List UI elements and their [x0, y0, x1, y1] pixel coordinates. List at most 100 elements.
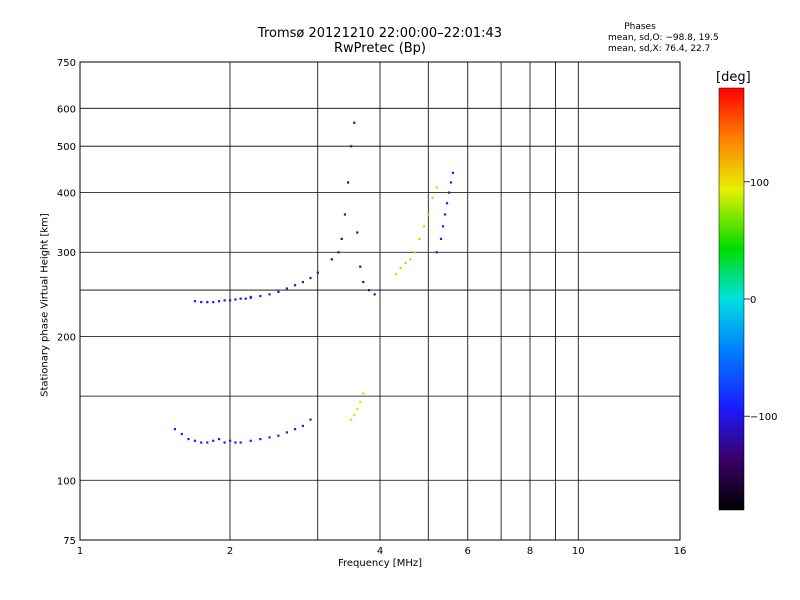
data-point [206, 301, 209, 304]
data-point [350, 418, 353, 421]
x-tick-label: 6 [465, 546, 471, 557]
data-point [173, 428, 177, 431]
data-point [427, 213, 430, 216]
data-point [229, 299, 232, 302]
data-point [293, 428, 297, 431]
data-point [234, 441, 237, 444]
data-point [239, 297, 242, 300]
data-point [451, 171, 455, 174]
x-tick-label: 8 [527, 546, 533, 557]
data-point [244, 297, 247, 300]
data-point [212, 439, 215, 442]
data-point [362, 280, 365, 284]
data-point [447, 191, 451, 194]
x-tick-label: 16 [674, 546, 687, 557]
x-tick-label: 1 [77, 546, 83, 557]
x-tick-label: 2 [227, 546, 233, 557]
data-point [413, 251, 417, 254]
x-axis-label: Frequency [MHz] [337, 558, 423, 569]
data-point [359, 400, 362, 403]
data-point [441, 225, 445, 228]
data-point [223, 299, 226, 302]
data-point [431, 196, 434, 199]
data-point [249, 295, 252, 299]
data-point [212, 301, 215, 304]
data-point [367, 289, 371, 292]
colorbar-tick-label: 100 [750, 178, 769, 189]
data-point [353, 121, 356, 124]
chart-subtitle: RwPretec (Bp) [333, 41, 427, 56]
data-point [217, 300, 221, 303]
data-point [309, 276, 312, 280]
data-point [399, 267, 402, 270]
data-point [285, 287, 288, 290]
data-point [193, 300, 197, 303]
x-tick-label: 4 [377, 546, 383, 557]
data-point [249, 439, 252, 442]
y-tick-label: 100 [57, 476, 76, 487]
plot-frame [79, 61, 681, 541]
data-point [422, 225, 426, 228]
data-point [277, 290, 280, 293]
data-point [200, 441, 203, 444]
data-point [268, 293, 271, 296]
data-point [229, 439, 232, 442]
data-point [330, 258, 333, 261]
y-tick-label: 600 [57, 104, 76, 115]
data-point [259, 294, 262, 298]
data-point [277, 434, 280, 437]
x-tick-label: 10 [572, 546, 585, 557]
data-point [187, 437, 190, 441]
data-point [346, 181, 350, 184]
data-point [234, 298, 237, 301]
y-tick-label: 500 [57, 142, 76, 153]
data-point [356, 407, 359, 411]
phase-stats-title: Phases [624, 22, 656, 32]
data-point [343, 213, 347, 216]
colorbar-tick-label: −100 [750, 412, 777, 423]
data-point [449, 181, 453, 184]
data-point [309, 418, 312, 421]
data-point [356, 231, 359, 234]
data-point [285, 431, 288, 434]
phase-stats-o-mode: mean, sd,O: −98.8, 19.5 [608, 33, 719, 43]
chart-title: Tromsø 20121210 22:00:00–22:01:43 [257, 26, 503, 41]
data-point [359, 265, 362, 268]
data-point [439, 237, 443, 241]
data-point [268, 436, 271, 439]
data-point [239, 441, 242, 444]
data-point [443, 213, 447, 216]
data-point [340, 237, 343, 241]
data-point [193, 439, 197, 442]
data-point [445, 202, 449, 205]
data-point [337, 251, 340, 254]
data-point [200, 301, 203, 304]
data-point [353, 413, 356, 417]
data-point [301, 424, 305, 428]
y-tick-label: 300 [57, 248, 76, 259]
colorbar-tick-label: 0 [750, 295, 756, 306]
colorbar [718, 87, 745, 511]
data-point [373, 293, 376, 296]
data-point [206, 441, 209, 444]
data-point [394, 273, 397, 276]
data-point [259, 437, 262, 441]
data-point [293, 284, 297, 287]
y-tick-label: 75 [63, 536, 76, 547]
phase-stats-x-mode: mean, sd,X: 76.4, 22.7 [608, 44, 711, 54]
data-point [404, 261, 407, 265]
data-point [435, 186, 438, 189]
data-point [217, 437, 221, 441]
data-point [223, 441, 226, 444]
data-point [362, 392, 365, 395]
data-point [418, 237, 421, 241]
data-point [409, 258, 412, 261]
data-point [435, 251, 438, 254]
data-point [301, 280, 305, 284]
data-point [316, 271, 319, 274]
y-tick-label: 400 [57, 188, 76, 199]
data-point [350, 145, 353, 148]
y-tick-label: 200 [57, 332, 76, 343]
colorbar-title: [deg] [716, 70, 751, 85]
